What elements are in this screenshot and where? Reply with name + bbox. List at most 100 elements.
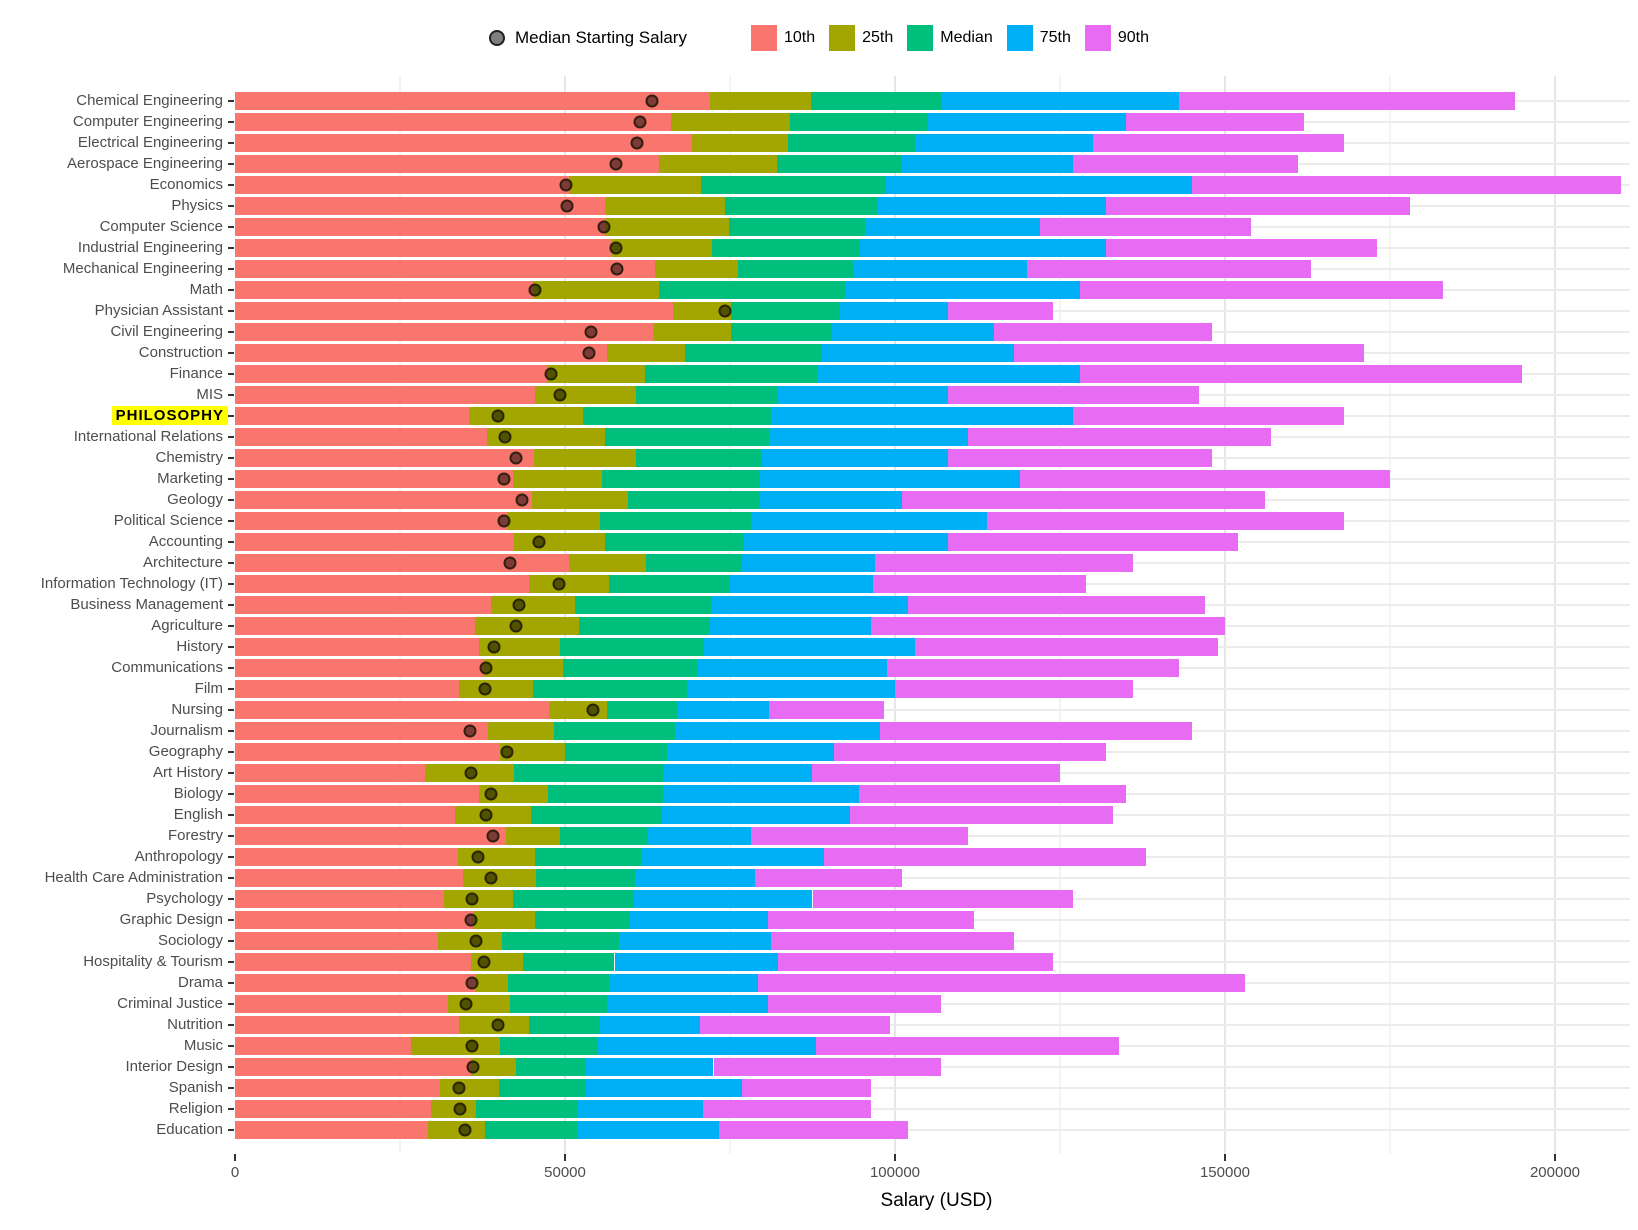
bar-segment-median bbox=[731, 301, 841, 320]
bar-segment-10th bbox=[235, 973, 475, 992]
y-axis-label: Health Care Administration bbox=[44, 869, 223, 886]
bar-segment-10th bbox=[235, 1015, 459, 1034]
median-starting-salary-dot bbox=[452, 1081, 466, 1094]
bar-segment-75th bbox=[703, 637, 915, 656]
bar-segment-median bbox=[583, 406, 771, 425]
median-starting-salary-dot bbox=[458, 1123, 472, 1136]
median-starting-salary-dot bbox=[503, 556, 517, 569]
bar-row: Construction bbox=[0, 342, 1638, 363]
bar-segment-median bbox=[790, 112, 928, 131]
median-starting-salary-dot bbox=[465, 1039, 479, 1052]
median-starting-salary-dot bbox=[515, 493, 529, 506]
bar-row: Nutrition bbox=[0, 1014, 1638, 1035]
legend-label: 10th bbox=[783, 29, 816, 46]
y-axis-label: History bbox=[176, 638, 223, 655]
bar-area bbox=[235, 594, 1630, 615]
bar-segment-75th bbox=[860, 238, 1107, 257]
bar-area bbox=[235, 867, 1630, 888]
bar-segment-10th bbox=[235, 406, 470, 425]
y-axis-label-wrap: PHILOSOPHY bbox=[0, 406, 228, 425]
legend-entry-90th: 90th bbox=[1084, 25, 1149, 51]
bar-segment-25th bbox=[611, 238, 713, 257]
median-starting-salary-dot bbox=[512, 598, 526, 611]
bar-segment-75th bbox=[751, 511, 988, 530]
bar-segment-90th bbox=[879, 721, 1192, 740]
y-axis-tick bbox=[228, 288, 234, 291]
bar-row: Anthropology bbox=[0, 846, 1638, 867]
bar-segment-10th bbox=[235, 721, 489, 740]
bar-segment-median bbox=[636, 385, 779, 404]
bar-segment-25th bbox=[469, 406, 584, 425]
bar-segment-10th bbox=[235, 574, 529, 593]
x-axis-tick-label: 200000 bbox=[1529, 1164, 1581, 1181]
bar-segment-75th bbox=[586, 1057, 714, 1076]
bar-segment-90th bbox=[700, 1015, 890, 1034]
bar-segment-25th bbox=[655, 259, 738, 278]
y-axis-tick bbox=[228, 687, 234, 690]
bar-row: Sociology bbox=[0, 930, 1638, 951]
bar-area bbox=[235, 1098, 1630, 1119]
bar-segment-10th bbox=[235, 1120, 429, 1139]
y-axis-tick bbox=[228, 225, 234, 228]
y-axis-label: Biology bbox=[173, 785, 223, 802]
y-axis-label: Economics bbox=[149, 176, 223, 193]
bar-segment-25th bbox=[709, 91, 812, 110]
bar-segment-median bbox=[547, 784, 663, 803]
bar-segment-75th bbox=[821, 343, 1014, 362]
bar-segment-median bbox=[599, 511, 752, 530]
bar-segment-75th bbox=[768, 427, 968, 446]
y-axis-label: Civil Engineering bbox=[110, 323, 223, 340]
bar-segment-75th bbox=[885, 175, 1192, 194]
median-starting-salary-dot bbox=[633, 115, 647, 128]
y-axis-label: Industrial Engineering bbox=[77, 239, 223, 256]
bar-segment-25th bbox=[533, 280, 659, 299]
bar-segment-25th bbox=[482, 658, 564, 677]
y-axis-tick bbox=[228, 918, 234, 921]
bar-segment-median bbox=[499, 1078, 586, 1097]
bar-row: Graphic Design bbox=[0, 909, 1638, 930]
bar-segment-25th bbox=[606, 343, 686, 362]
median-starting-salary-dot bbox=[497, 514, 511, 527]
bar-segment-median bbox=[560, 826, 649, 845]
y-axis-tick bbox=[228, 876, 234, 879]
y-axis-tick bbox=[228, 267, 234, 270]
bar-area bbox=[235, 573, 1630, 594]
y-axis-tick bbox=[228, 1107, 234, 1110]
bar-segment-10th bbox=[235, 511, 507, 530]
bar-segment-75th bbox=[675, 721, 880, 740]
y-axis-label: Physics bbox=[171, 197, 223, 214]
bar-segment-10th bbox=[235, 175, 569, 194]
legend-entry-25th: 25th bbox=[829, 25, 893, 51]
bar-segment-25th bbox=[470, 1057, 517, 1076]
median-starting-salary-dot bbox=[453, 1102, 467, 1115]
bar-area bbox=[235, 174, 1630, 195]
bar-segment-75th bbox=[578, 1120, 720, 1139]
y-axis-label: Graphic Design bbox=[119, 911, 223, 928]
bar-segment-75th bbox=[634, 868, 756, 887]
bar-row: Information Technology (IT) bbox=[0, 573, 1638, 594]
median-starting-salary-dot bbox=[509, 451, 523, 464]
bar-row: Architecture bbox=[0, 552, 1638, 573]
bar-segment-25th bbox=[604, 196, 725, 215]
bar-segment-median bbox=[507, 973, 609, 992]
median-starting-salary-dot bbox=[609, 157, 623, 170]
median-starting-salary-dot bbox=[484, 871, 498, 884]
legend-swatch-25th-icon bbox=[829, 25, 856, 51]
bar-segment-median bbox=[729, 217, 866, 236]
bar-area bbox=[235, 720, 1630, 741]
y-axis-label: Physician Assistant bbox=[94, 302, 223, 319]
median-starting-salary-dot bbox=[718, 304, 732, 317]
y-axis-tick bbox=[228, 750, 234, 753]
bar-segment-75th bbox=[914, 133, 1093, 152]
y-axis-tick bbox=[228, 1086, 234, 1089]
y-axis-tick bbox=[228, 1002, 234, 1005]
y-axis-tick bbox=[228, 1044, 234, 1047]
bar-segment-10th bbox=[235, 805, 456, 824]
y-axis-tick bbox=[228, 204, 234, 207]
median-starting-salary-dot bbox=[484, 787, 498, 800]
bar-row: English bbox=[0, 804, 1638, 825]
y-axis-tick bbox=[228, 792, 234, 795]
bar-segment-75th bbox=[741, 553, 876, 572]
bar-segment-median bbox=[635, 448, 763, 467]
y-axis-tick bbox=[228, 855, 234, 858]
